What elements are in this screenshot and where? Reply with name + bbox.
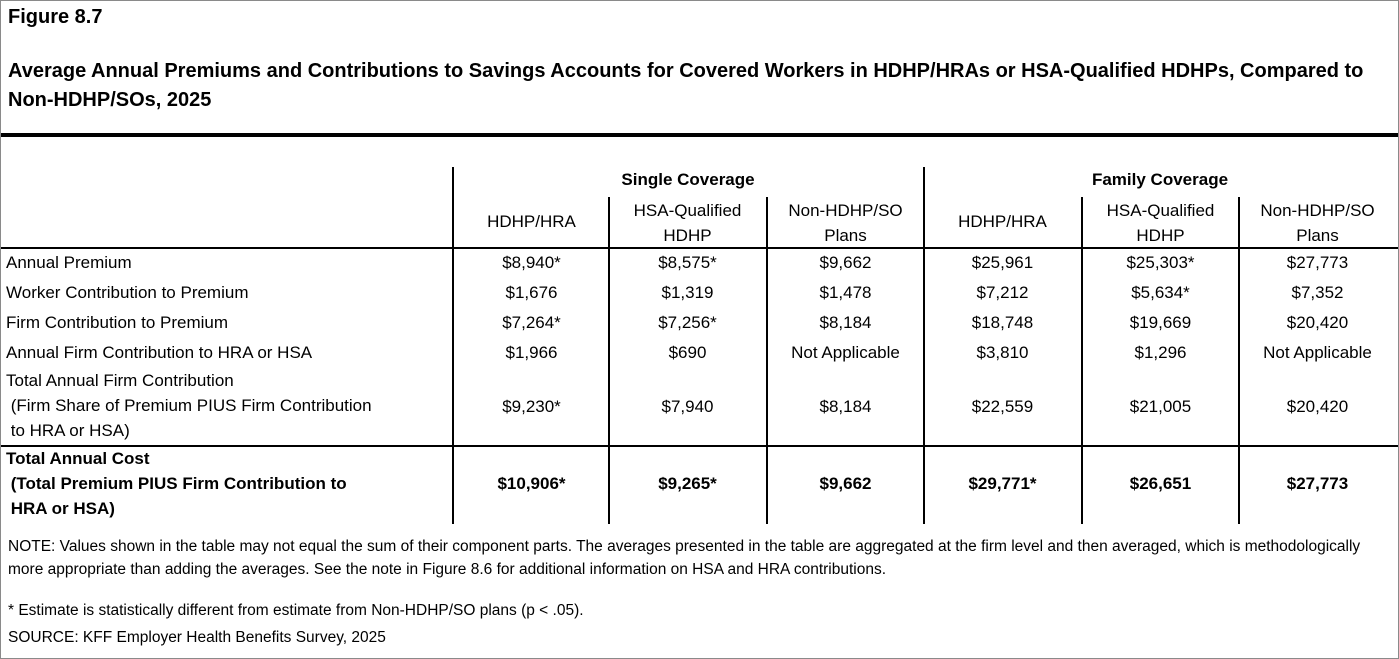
row-label: Firm Contribution to Premium [6,313,229,332]
row-label: to HRA or HSA) [6,421,130,440]
row-label: Worker Contribution to Premium [6,283,249,302]
column-header: HSA-Qualified [1106,201,1215,220]
column-header: HDHP [1136,226,1185,245]
table-cell: $20,420 [1286,313,1349,332]
table-cell: $1,478 [819,283,872,302]
column-header: Plans [824,226,867,245]
column-divider [452,167,454,524]
total-cell: $9,265* [658,474,717,493]
table-cell: $7,212 [976,283,1029,302]
row-label: Annual Firm Contribution to HRA or HSA [6,343,313,362]
column-header: HSA-Qualified [633,201,742,220]
total-row-label: (Total Premium PIUS Firm Contribution to [6,474,347,493]
table-cell: $5,634* [1131,283,1190,302]
table-cell: $690 [668,343,707,362]
table-cell: $9,662 [819,253,872,272]
column-header: Plans [1296,226,1339,245]
table-cell: $3,810 [976,343,1029,362]
table-cell: $7,264* [502,313,561,332]
total-cell: $26,651 [1129,474,1192,493]
total-cell: $29,771* [968,474,1037,493]
column-header: Non-HDHP/SO [788,201,903,220]
total-row-label: Total Annual Cost [6,449,150,468]
table-cell: $27,773 [1286,253,1349,272]
table-cell: $1,319 [661,283,714,302]
column-header: Non-HDHP/SO [1260,201,1375,220]
table-cell: $25,303* [1126,253,1195,272]
total-cell: $27,773 [1286,474,1349,493]
table-cell: $22,559 [971,397,1034,416]
row-label: Annual Premium [6,253,132,272]
column-divider [923,167,925,524]
table-cell: $20,420 [1286,397,1349,416]
header-rule [1,247,1398,249]
total-cell: $9,662 [819,474,872,493]
table-cell: $9,230* [502,397,561,416]
table-cell: $8,575* [658,253,717,272]
table-cell: $1,676 [505,283,558,302]
column-divider [1238,197,1240,524]
table-cell: $1,296 [1134,343,1187,362]
asterisk-note: * Estimate is statistically different fr… [8,602,584,619]
source: SOURCE: KFF Employer Health Benefits Sur… [8,629,386,646]
table-cell: $1,966 [505,343,558,362]
total-rule [1,445,1398,447]
column-header: HDHP/HRA [487,212,576,231]
table-cell: $7,352 [1291,283,1344,302]
table-cell: $7,940 [661,397,714,416]
column-divider [1081,197,1083,524]
column-divider [766,197,768,524]
column-divider [608,197,610,524]
total-row-label: HRA or HSA) [6,499,115,518]
group-header-single: Single Coverage [621,170,755,189]
table-cell: $7,256* [658,313,717,332]
row-label: (Firm Share of Premium PIUS Firm Contrib… [6,396,372,415]
column-header: HDHP/HRA [958,212,1047,231]
title-rule [1,133,1398,137]
table-cell: $8,184 [819,313,872,332]
note: NOTE: Values shown in the table may not … [8,538,1361,578]
column-header: HDHP [663,226,712,245]
table-cell: $8,940* [502,253,561,272]
group-header-family: Family Coverage [1091,170,1229,189]
table-cell: $19,669 [1129,313,1192,332]
table-cell: Not Applicable [1263,343,1372,362]
table-cell: Not Applicable [791,343,900,362]
figure-title: Average Annual Premiums and Contribution… [8,60,1364,111]
table-cell: $25,961 [971,253,1034,272]
figure-label: Figure 8.7 [8,6,103,28]
table-cell: $18,748 [971,313,1034,332]
total-cell: $10,906* [497,474,566,493]
table-cell: $21,005 [1129,397,1192,416]
row-label: Total Annual Firm Contribution [6,371,234,390]
table-cell: $8,184 [819,397,872,416]
